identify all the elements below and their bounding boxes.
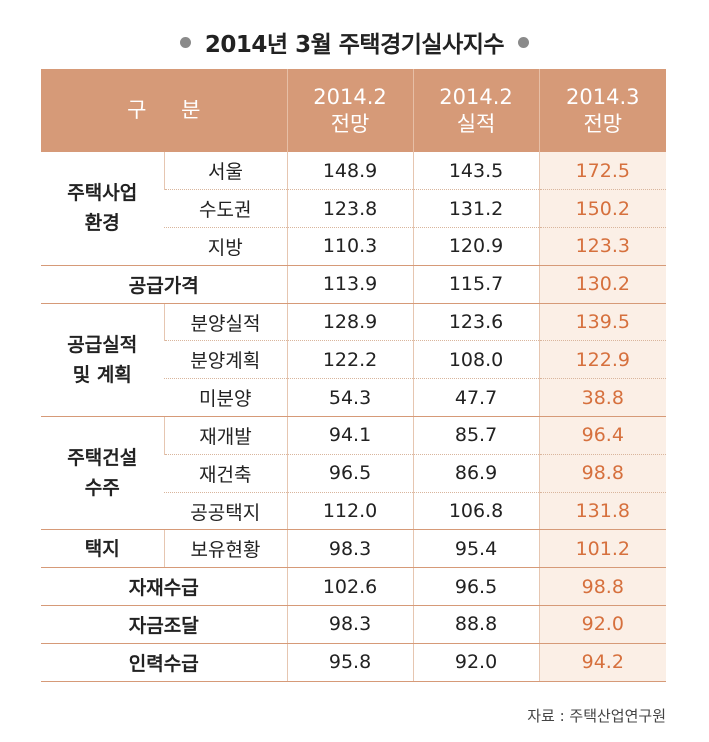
value-cell: 106.8 [412,492,540,531]
group-label: 인력수급 [41,643,288,682]
value-cell-highlight: 94.2 [538,643,667,682]
group-label: 주택사업 환경 [41,152,164,266]
value-cell: 123.6 [412,303,540,342]
sub-label: 재건축 [164,454,288,493]
value-cell: 123.8 [286,189,414,229]
sub-label: 보유현황 [163,529,288,569]
table-row: 미분양 54.3 47.7 38.8 [41,378,667,418]
group-label: 자금조달 [41,605,288,644]
title-text: 2014년 3월 주택경기실사지수 [204,32,505,58]
header-col-feb-forecast: 2014.2 전망 [286,69,414,152]
value-cell-highlight: 130.2 [538,265,667,304]
value-cell: 113.9 [286,265,414,304]
value-cell-highlight: 92.0 [538,605,667,644]
table-row: 자재수급 102.6 96.5 98.8 [41,567,667,607]
value-cell: 92.0 [412,643,540,682]
table-row: 공공택지 112.0 106.8 131.8 [41,492,667,531]
sub-label: 지방 [164,227,288,266]
value-cell: 96.5 [286,454,414,493]
header-col-feb-actual: 2014.2 실적 [412,69,540,152]
table-row: 지방 110.3 120.9 123.3 [41,227,667,266]
sub-label: 재개발 [163,416,288,455]
value-cell-highlight: 38.8 [538,378,667,418]
source-note: 자료 : 주택산업연구원 [527,707,666,725]
value-cell: 85.7 [412,416,540,455]
table-row: 재건축 96.5 86.9 98.8 [41,454,667,493]
value-cell-highlight: 101.2 [538,529,667,569]
value-cell-highlight: 123.3 [538,227,667,266]
value-cell: 96.5 [412,567,540,607]
sub-label: 분양계획 [164,340,288,380]
value-cell-highlight: 96.4 [538,416,667,455]
table-row: 공급가격 113.9 115.7 130.2 [41,265,667,304]
value-cell: 95.8 [286,643,414,682]
value-cell: 122.2 [286,340,414,380]
value-cell: 115.7 [412,265,540,304]
header-category: 구 분 [41,69,288,152]
table-row: 인력수급 95.8 92.0 94.2 [41,643,667,682]
group-label: 자재수급 [41,567,288,607]
value-cell-highlight: 98.8 [538,454,667,493]
header-col-mar-forecast: 2014.3 전망 [538,69,667,152]
value-cell: 95.4 [412,529,540,569]
sub-label: 분양실적 [163,303,288,342]
value-cell: 98.3 [286,605,414,644]
group-label: 공급가격 [41,265,288,304]
value-cell: 110.3 [286,227,414,266]
table-title: 2014년 3월 주택경기실사지수 [0,22,709,62]
value-cell: 108.0 [412,340,540,380]
value-cell: 94.1 [286,416,414,455]
value-cell-highlight: 98.8 [538,567,667,607]
table-row: 주택건설 수주 재개발 94.1 85.7 96.4 [41,416,667,531]
table-row: 수도권 123.8 131.2 150.2 [41,189,667,229]
value-cell: 98.3 [286,529,414,569]
group-label: 주택건설 수주 [41,416,164,531]
value-cell: 102.6 [286,567,414,607]
value-cell: 88.8 [412,605,540,644]
table-row: 분양계획 122.2 108.0 122.9 [41,340,667,380]
group-label: 택지 [41,529,164,569]
table-row: 자금조달 98.3 88.8 92.0 [41,605,667,644]
value-cell-highlight: 172.5 [538,152,667,191]
bullet-dot-icon [518,36,530,48]
value-cell-highlight: 131.8 [538,492,667,531]
value-cell: 86.9 [412,454,540,493]
sub-label: 공공택지 [164,492,288,531]
value-cell-highlight: 139.5 [538,303,667,342]
value-cell: 131.2 [412,189,540,229]
value-cell: 112.0 [286,492,414,531]
value-cell-highlight: 150.2 [538,189,667,229]
value-cell: 128.9 [286,303,414,342]
table-row: 주택사업 환경 서울 148.9 143.5 172.5 [41,152,667,266]
sub-label: 미분양 [164,378,288,418]
bullet-dot-icon [179,36,191,48]
table-row: 공급실적 및 계획 분양실적 128.9 123.6 139.5 [41,303,667,418]
value-cell: 148.9 [286,152,414,191]
value-cell-highlight: 122.9 [538,340,667,380]
group-label: 공급실적 및 계획 [41,303,164,418]
sub-label: 수도권 [164,189,288,229]
value-cell: 143.5 [412,152,540,191]
sub-label: 서울 [163,152,288,191]
value-cell: 120.9 [412,227,540,266]
header-row: 구 분 2014.2 전망 2014.2 실적 2014.3 전망 [41,69,667,152]
value-cell: 47.7 [412,378,540,418]
value-cell: 54.3 [286,378,414,418]
table-row: 택지 보유현황 98.3 95.4 101.2 [41,529,667,569]
housing-index-table: 구 분 2014.2 전망 2014.2 실적 2014.3 전망 주택사업 환경 서… [41,69,667,682]
